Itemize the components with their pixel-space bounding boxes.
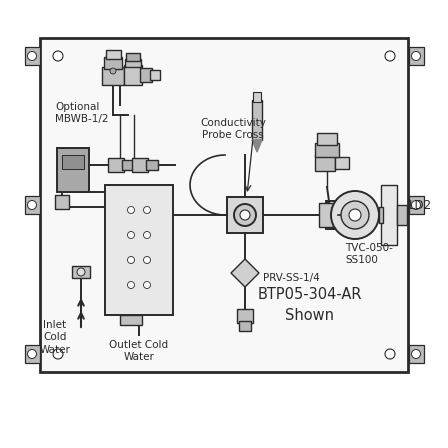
Circle shape [331, 191, 379, 239]
Bar [379, 207, 383, 223]
Bar [62, 155, 84, 169]
Bar [122, 160, 134, 170]
Circle shape [77, 268, 85, 276]
Text: Conductivity
Probe Cross: Conductivity Probe Cross [200, 118, 266, 140]
Bar [102, 67, 124, 85]
Circle shape [53, 51, 63, 61]
Circle shape [27, 52, 36, 60]
Circle shape [341, 201, 369, 229]
Circle shape [412, 201, 421, 210]
Bar [57, 148, 89, 192]
Bar [409, 345, 423, 363]
Circle shape [110, 68, 116, 74]
Bar [146, 160, 158, 170]
Polygon shape [231, 259, 259, 287]
Bar [253, 92, 261, 102]
Bar [252, 100, 262, 140]
Bar [105, 185, 173, 315]
Bar [120, 315, 142, 325]
Polygon shape [252, 140, 262, 152]
Bar [319, 203, 333, 227]
Circle shape [128, 207, 134, 214]
Bar [315, 155, 335, 171]
Circle shape [128, 257, 134, 263]
Bar [140, 68, 152, 82]
Bar [335, 157, 349, 169]
Bar [150, 70, 160, 80]
Bar [124, 65, 142, 85]
Bar [40, 38, 408, 372]
Bar [239, 321, 251, 331]
Bar [315, 143, 339, 157]
Circle shape [27, 201, 36, 210]
Bar [409, 196, 423, 214]
Text: PRV-SS-1/4: PRV-SS-1/4 [263, 273, 320, 283]
Bar [326, 201, 354, 229]
Circle shape [53, 349, 63, 359]
Text: Optional
MBWB-1/2: Optional MBWB-1/2 [55, 102, 108, 125]
Bar [72, 266, 90, 278]
Text: LD2: LD2 [409, 198, 432, 211]
Circle shape [234, 204, 256, 226]
Circle shape [143, 207, 151, 214]
Circle shape [143, 281, 151, 289]
Bar [227, 197, 263, 233]
Bar [126, 53, 140, 61]
Bar [409, 47, 423, 65]
Text: BTP05-304-AR
Shown: BTP05-304-AR Shown [258, 287, 362, 323]
Bar [55, 195, 69, 209]
Bar [397, 205, 407, 225]
Bar [132, 158, 148, 172]
Bar [381, 185, 397, 245]
Circle shape [412, 52, 421, 60]
Circle shape [128, 281, 134, 289]
Bar [108, 158, 124, 172]
Circle shape [240, 210, 250, 220]
Circle shape [385, 349, 395, 359]
Bar [104, 57, 122, 69]
Bar [354, 210, 368, 220]
Circle shape [143, 232, 151, 238]
Text: Outlet Cold
Water: Outlet Cold Water [109, 340, 168, 362]
Text: TVC-050-
SS100: TVC-050- SS100 [345, 243, 393, 265]
Polygon shape [326, 201, 354, 229]
Circle shape [143, 257, 151, 263]
Bar [125, 59, 141, 67]
Circle shape [412, 349, 421, 358]
Circle shape [349, 209, 361, 221]
Bar [25, 345, 39, 363]
Circle shape [385, 51, 395, 61]
Bar [237, 309, 253, 323]
Text: Inlet
Cold
Water: Inlet Cold Water [39, 320, 70, 355]
Circle shape [27, 349, 36, 358]
Circle shape [128, 232, 134, 238]
Bar [106, 50, 121, 59]
Bar [317, 133, 337, 145]
Bar [25, 47, 39, 65]
Bar [25, 196, 39, 214]
